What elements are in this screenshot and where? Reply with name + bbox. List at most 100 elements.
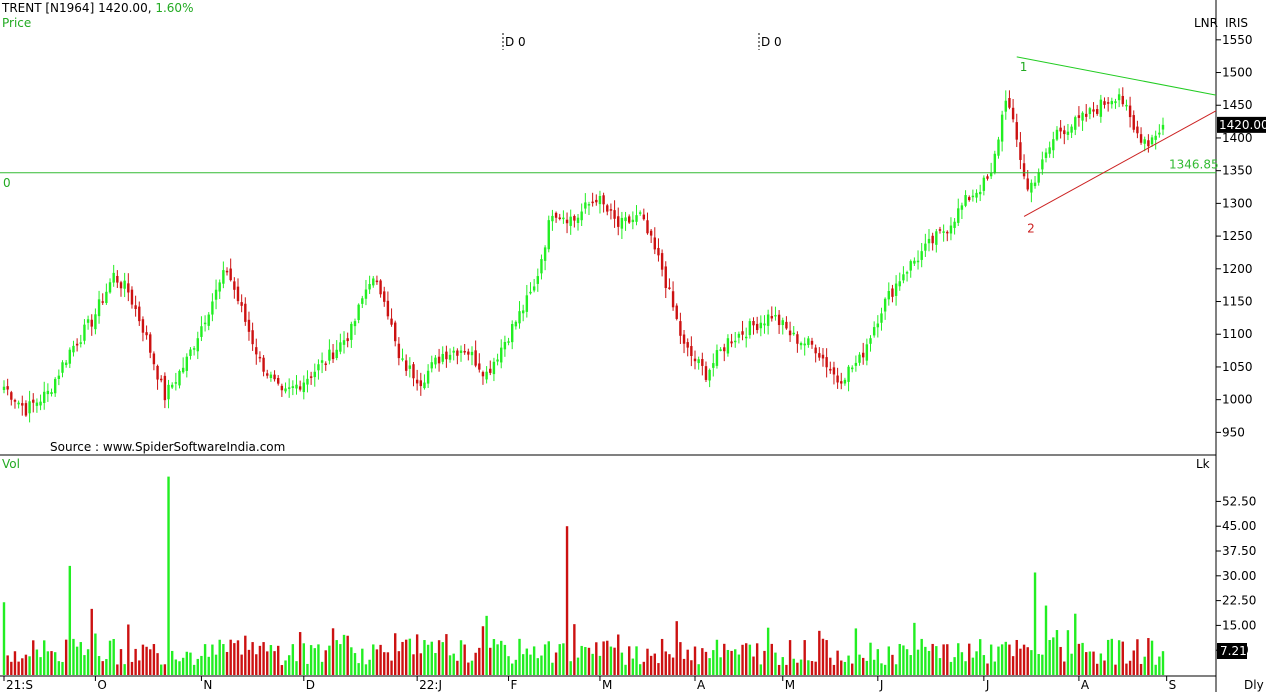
volume-bar <box>1161 651 1165 675</box>
price-candle <box>1000 110 1004 152</box>
volume-tick-label: 22.50 <box>1222 594 1256 608</box>
volume-bar <box>576 657 580 675</box>
volume-bar <box>1004 641 1007 675</box>
volume-bar <box>1154 664 1157 675</box>
volume-bar <box>562 643 565 675</box>
volume-bar <box>752 656 755 675</box>
price-candle <box>818 347 821 361</box>
price-candle <box>1074 115 1077 136</box>
volume-bar <box>997 646 1000 675</box>
volume-bar <box>1158 656 1161 675</box>
price-candle <box>437 348 441 372</box>
price-candle <box>617 207 620 236</box>
price-candle <box>390 308 393 327</box>
price-candle <box>35 398 39 413</box>
volume-bar <box>935 646 938 675</box>
time-tick-label: A <box>697 678 706 692</box>
price-tick-label: 1100 <box>1222 327 1253 341</box>
volume-bar <box>774 652 777 675</box>
volume-bar <box>467 662 470 675</box>
price-candle <box>97 290 101 324</box>
volume-bar <box>97 656 101 675</box>
current-price-tag-text: 1420.00 <box>1219 118 1266 132</box>
price-candle <box>211 293 214 322</box>
price-candle <box>543 245 547 271</box>
price-candle <box>598 190 602 214</box>
volume-bar <box>697 664 700 675</box>
volume-bar <box>1125 663 1128 675</box>
price-candle <box>280 383 284 397</box>
volume-bar <box>741 644 744 675</box>
price-candle <box>394 320 397 347</box>
price-candle <box>273 370 276 382</box>
price-candle <box>759 315 763 337</box>
price-candle <box>1008 90 1011 110</box>
volume-bar <box>869 642 872 675</box>
volume-bar <box>163 664 167 675</box>
price-candle <box>383 286 386 307</box>
price-candle <box>130 286 134 309</box>
price-candle <box>170 382 174 389</box>
time-tick-label: D <box>306 678 315 692</box>
price-candle <box>441 346 444 365</box>
volume-bar <box>39 657 42 675</box>
volume-bar <box>1048 640 1051 675</box>
volume-bar <box>437 640 441 675</box>
volume-bar <box>946 644 949 675</box>
volume-bar <box>240 654 243 675</box>
price-candle <box>251 322 254 351</box>
volume-bar <box>28 656 31 675</box>
periodicity-label[interactable]: Dly <box>1244 678 1264 692</box>
time-tick-label: 21:S <box>6 678 33 692</box>
price-candle <box>734 332 737 348</box>
volume-bar <box>916 649 920 675</box>
upper-trendline[interactable] <box>1016 56 1217 96</box>
volume-bar <box>1095 663 1099 675</box>
price-candle <box>116 270 119 288</box>
price-candle <box>306 370 309 393</box>
price-candle <box>975 189 978 203</box>
price-candle <box>302 375 306 400</box>
volume-bar <box>368 659 371 675</box>
volume-bar <box>43 640 46 675</box>
volume-bar <box>763 650 766 675</box>
price-candle <box>540 254 543 280</box>
price-candle <box>478 353 481 373</box>
volume-bar <box>536 658 539 675</box>
volume-bar <box>1110 638 1114 675</box>
volume-bar <box>229 639 232 675</box>
last-price: 1420.00, <box>98 1 151 15</box>
price-candle <box>799 341 803 350</box>
price-candle <box>75 338 79 352</box>
volume-bar <box>463 644 466 675</box>
volume-bar <box>408 638 412 675</box>
time-tick-label: F <box>511 678 518 692</box>
price-candle <box>704 361 708 383</box>
price-candle <box>119 280 123 297</box>
price-tick-label: 1050 <box>1222 360 1253 374</box>
price-candle <box>872 321 876 338</box>
volume-bar <box>225 651 229 675</box>
axis-mode-label[interactable]: LNR <box>1194 16 1218 30</box>
volume-bar <box>598 655 602 675</box>
volume-bar <box>32 640 35 675</box>
price-candle <box>372 276 375 288</box>
volume-bar <box>1074 613 1077 675</box>
volume-bar <box>167 476 170 675</box>
volume-bar <box>547 641 550 675</box>
volume-bar <box>1099 653 1103 675</box>
volume-bar <box>737 654 741 675</box>
price-candle <box>949 217 953 241</box>
volume-bar <box>638 664 642 675</box>
volume-bar <box>1052 637 1055 675</box>
price-candle <box>880 307 883 331</box>
price-candle <box>763 315 766 334</box>
price-candle <box>426 364 430 389</box>
price-candle <box>1114 98 1117 109</box>
price-candle <box>989 162 993 180</box>
volume-bar <box>481 626 485 675</box>
time-tick-label: J <box>879 678 884 692</box>
volume-bar <box>788 640 792 675</box>
lower-trendline[interactable] <box>1023 110 1217 217</box>
